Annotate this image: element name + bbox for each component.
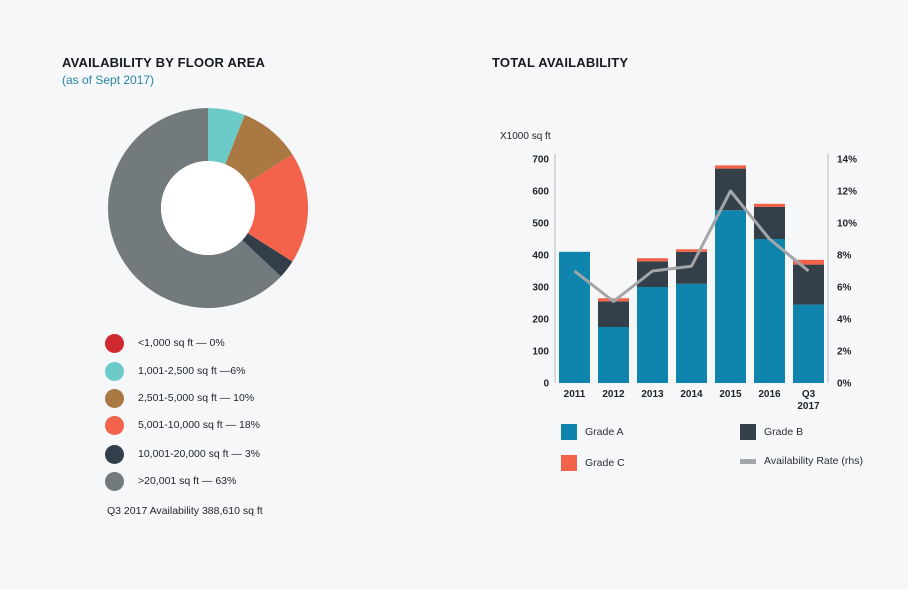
legend-swatch xyxy=(105,333,124,353)
donut-chart-title: AVAILABILITY BY FLOOR AREA xyxy=(62,55,266,70)
y2-tick-label: 0% xyxy=(837,379,852,390)
bar-grade-b xyxy=(598,301,629,327)
legend-swatch xyxy=(105,471,124,491)
legend-label: Grade C xyxy=(585,457,625,469)
bar-grade-b xyxy=(793,264,824,305)
bar-legend-item: Grade A xyxy=(561,424,624,440)
y2-tick-label: 14% xyxy=(837,155,857,166)
y-tick-label: 400 xyxy=(532,251,549,262)
legend-swatch xyxy=(105,388,124,408)
x-tick-label: 2014 xyxy=(680,389,703,400)
donut-legend-item: 1,001-2,500 sq ft —6% xyxy=(105,361,245,381)
bar-grade-a xyxy=(754,239,785,383)
x-tick-label: 2013 xyxy=(641,389,664,400)
legend-swatch xyxy=(105,415,124,435)
legend-label: 10,001-20,000 sq ft — 3% xyxy=(138,448,260,460)
y-tick-label: 600 xyxy=(532,187,549,198)
bar-grade-a xyxy=(676,283,707,383)
y-tick-label: 700 xyxy=(532,155,549,166)
y2-tick-label: 2% xyxy=(837,347,852,358)
bar-legend-item: Availability Rate (rhs) xyxy=(740,455,863,467)
bar-grade-a xyxy=(715,210,746,383)
legend-label: >20,001 sq ft — 63% xyxy=(138,475,237,487)
x-tick-label: Q3 xyxy=(802,389,816,400)
y2-tick-label: 8% xyxy=(837,251,852,262)
bar-chart-title: TOTAL AVAILABILITY xyxy=(492,55,629,70)
donut-chart-subtitle: (as of Sept 2017) xyxy=(62,73,155,87)
legend-label: <1,000 sq ft — 0% xyxy=(138,337,225,349)
donut-slice-1 xyxy=(208,108,245,165)
y-tick-label: 200 xyxy=(532,315,549,326)
legend-label: 2,501-5,000 sq ft — 10% xyxy=(138,392,255,404)
donut-legend-item: 5,001-10,000 sq ft — 18% xyxy=(105,415,260,435)
legend-label: 5,001-10,000 sq ft — 18% xyxy=(138,419,260,431)
bar-legend-item: Grade C xyxy=(561,455,625,471)
donut-legend-item: 10,001-20,000 sq ft — 3% xyxy=(105,444,260,464)
bar-grade-a xyxy=(559,251,590,383)
total-availability-note: Q3 2017 Availability 388,610 sq ft xyxy=(107,505,263,517)
legend-label: 1,001-2,500 sq ft —6% xyxy=(138,365,246,377)
donut-hole xyxy=(161,161,255,255)
bar-grade-c xyxy=(793,259,824,265)
x-tick-label: 2012 xyxy=(602,389,625,400)
y-tick-label: 300 xyxy=(532,283,549,294)
bar-grade-a xyxy=(793,304,824,383)
x-tick-label: 2011 xyxy=(564,389,586,400)
donut-legend-item: 2,501-5,000 sq ft — 10% xyxy=(105,388,254,408)
y-axis-label: X1000 sq ft xyxy=(500,131,551,142)
bar-chart: X1000 sq ft 0 100 200 300 400 500 600 700 0% 2% 4% 6… xyxy=(500,131,857,412)
x-tick-label: 2015 xyxy=(719,389,742,400)
x-tick-label: 2016 xyxy=(758,389,781,400)
legend-swatch xyxy=(105,444,124,464)
legend-label: Grade B xyxy=(764,426,804,438)
legend-swatch xyxy=(740,458,756,464)
donut-slice-4 xyxy=(242,233,293,277)
legend-swatch xyxy=(561,455,577,471)
bar-legend-item: Grade B xyxy=(740,424,803,440)
donut-slice-3 xyxy=(247,154,308,262)
bar-grade-c xyxy=(637,258,668,262)
donut-slice-5 xyxy=(108,108,281,308)
y2-tick-label: 6% xyxy=(837,283,852,294)
donut-legend-item: <1,000 sq ft — 0% xyxy=(105,333,225,353)
donut-legend-item: >20,001 sq ft — 63% xyxy=(105,471,236,491)
legend-swatch xyxy=(740,424,756,440)
y2-tick-label: 12% xyxy=(837,187,857,198)
donut-chart xyxy=(108,108,308,308)
availability-rate-line xyxy=(573,189,810,303)
y-tick-label: 500 xyxy=(532,219,549,230)
bar-grade-c xyxy=(715,165,746,169)
y2-tick-label: 10% xyxy=(837,219,857,230)
bar-grade-b xyxy=(637,261,668,287)
y-tick-label: 0 xyxy=(543,379,549,390)
y2-tick-label: 4% xyxy=(837,315,852,326)
legend-swatch xyxy=(105,361,124,381)
legend-label: Grade A xyxy=(585,426,624,438)
bar-grade-a xyxy=(598,327,629,383)
y-tick-label: 100 xyxy=(532,347,549,358)
bar-grade-c xyxy=(754,203,785,207)
bar-grade-b xyxy=(754,207,785,239)
bar-grade-c xyxy=(676,249,707,252)
legend-label: Availability Rate (rhs) xyxy=(764,455,864,467)
x-tick-label: 2017 xyxy=(797,401,820,412)
legend-swatch xyxy=(561,424,577,440)
bar-grade-a xyxy=(637,287,668,383)
donut-slice-2 xyxy=(225,115,293,183)
